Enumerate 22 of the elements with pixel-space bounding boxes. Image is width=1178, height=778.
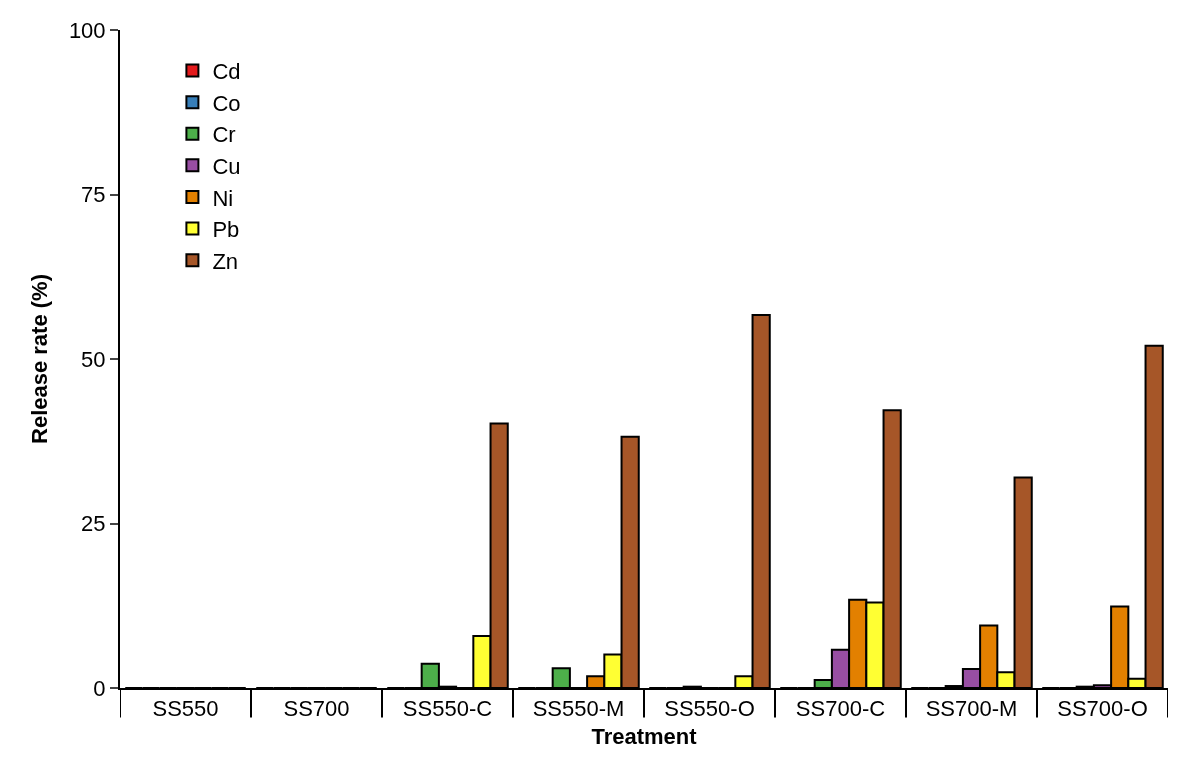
x-tick-label: SS550-C bbox=[402, 696, 493, 722]
legend-label: Cr bbox=[212, 122, 236, 148]
y-axis-title: Release rate (%) bbox=[27, 274, 53, 444]
y-tick-label: 100 bbox=[68, 17, 106, 43]
legend-label: Zn bbox=[212, 248, 239, 274]
x-tick-label: SS700-C bbox=[795, 696, 886, 722]
legend-label: Cd bbox=[212, 59, 241, 85]
y-tick-label: 25 bbox=[81, 511, 106, 537]
x-axis-title: Treatment bbox=[591, 723, 698, 749]
legend-label: Cu bbox=[212, 153, 241, 179]
legend-label: Pb bbox=[212, 217, 240, 243]
x-tick-label: SS550-O bbox=[664, 696, 755, 722]
x-tick-label: SS700 bbox=[283, 696, 350, 722]
x-tick-label: SS700-M bbox=[925, 696, 1018, 722]
x-tick-label: SS700-O bbox=[1057, 696, 1148, 722]
x-tick-label: SS550 bbox=[152, 696, 219, 722]
y-tick-label: 75 bbox=[81, 182, 106, 208]
x-tick-label: SS550-M bbox=[532, 696, 625, 722]
legend-label: Co bbox=[212, 90, 241, 116]
y-tick-label: 50 bbox=[81, 346, 106, 372]
legend-label: Ni bbox=[212, 185, 234, 211]
y-tick-label: 0 bbox=[93, 675, 106, 701]
